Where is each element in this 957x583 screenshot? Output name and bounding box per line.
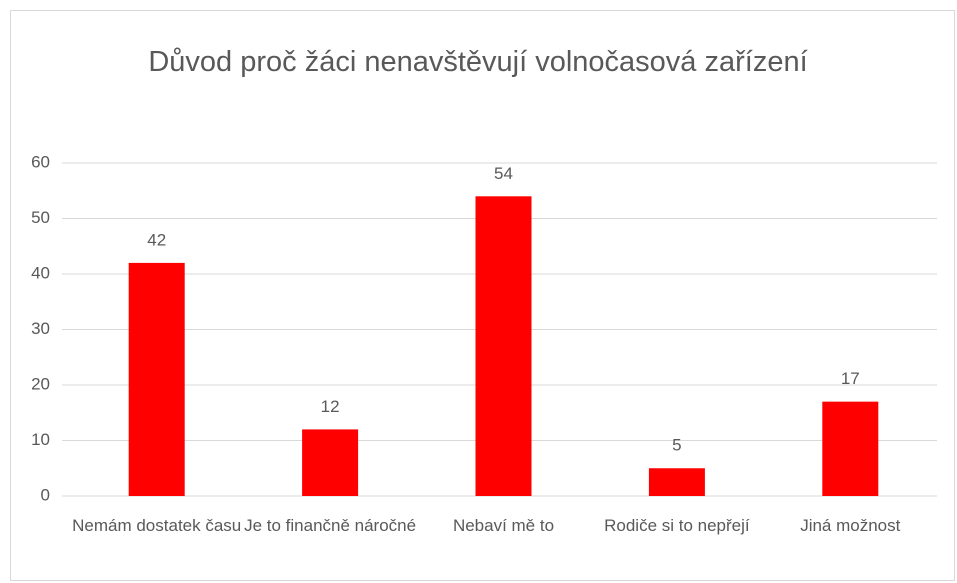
y-tick-label: 40	[31, 263, 50, 282]
y-tick-label: 50	[31, 208, 50, 227]
data-label: 17	[841, 369, 860, 388]
chart-title: Důvod proč žáci nenavštěvují volnočasová…	[148, 46, 808, 78]
y-tick-label: 60	[31, 152, 50, 171]
x-tick-label: Nemám dostatek času	[72, 516, 242, 535]
x-tick-label: Nebaví mě to	[452, 516, 555, 535]
bar	[475, 196, 532, 497]
y-tick-label: 10	[31, 430, 50, 449]
data-label: 54	[494, 164, 513, 183]
bar	[302, 429, 359, 496]
bar	[648, 468, 705, 496]
bar	[822, 401, 879, 496]
chart-border	[10, 10, 955, 581]
x-tick-label: Rodiče si to nepřejí	[604, 516, 750, 535]
data-label: 42	[147, 230, 166, 249]
y-tick-label: 30	[31, 319, 50, 338]
y-tick-label: 0	[41, 485, 50, 504]
data-label: 5	[672, 436, 681, 455]
bar	[128, 262, 185, 496]
data-label: 12	[321, 397, 340, 416]
x-tick-label: Je to finančně náročné	[244, 516, 417, 535]
y-tick-label: 20	[31, 374, 50, 393]
x-tick-label: Jiná možnost	[800, 516, 901, 535]
